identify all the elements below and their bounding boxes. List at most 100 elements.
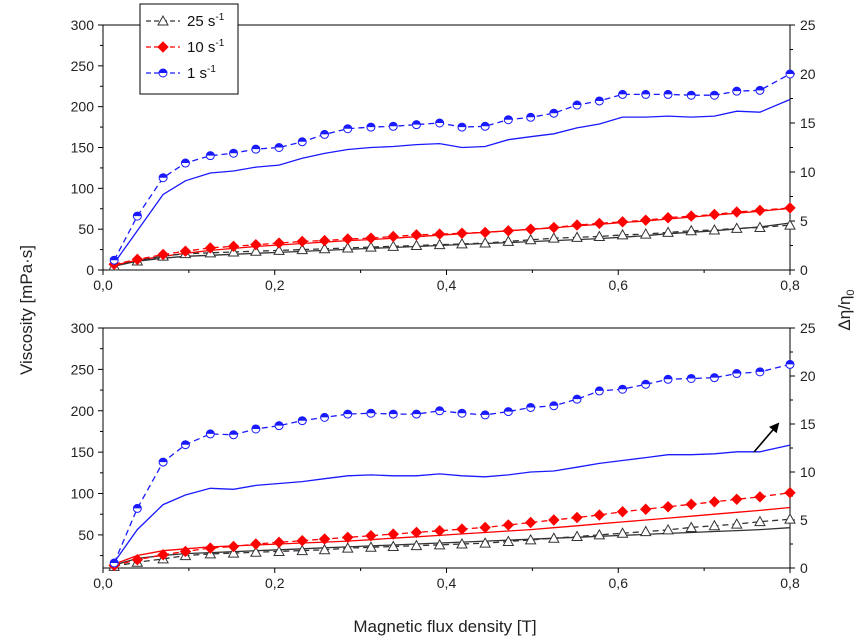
bottom-series-2-point <box>251 424 261 434</box>
bottom-series-2-point-fill <box>573 395 582 400</box>
bottom-series-1-point <box>784 486 796 499</box>
bottom-series-1-point <box>131 554 144 566</box>
bottom-series-2-point <box>732 369 742 379</box>
top-series-1-point-shape <box>296 235 308 248</box>
top-series-1-point-shape <box>387 230 399 243</box>
bottom-series-2-point-fill <box>641 380 650 385</box>
bottom-series-1-point-shape <box>571 511 583 524</box>
bottom-series-0-point <box>639 525 652 537</box>
top-series-2-point <box>663 89 673 99</box>
bottom-series-2-point-fill <box>133 504 142 509</box>
top-series-1-point <box>593 217 606 230</box>
bottom-series-2-point <box>180 440 190 450</box>
top-series-1-point-shape <box>731 206 743 218</box>
bottom-series-2-point <box>297 416 307 426</box>
bottom-series-2-point-fill <box>298 416 307 421</box>
bottom-series-2-point-fill <box>229 430 238 435</box>
top-series-0-point-shape <box>318 242 331 254</box>
bottom-series-1-point-shape <box>708 496 721 508</box>
top-series-2-point <box>618 89 628 99</box>
top-series-1-point <box>548 221 560 234</box>
bottom-series-2-point <box>503 407 513 417</box>
bottom-series-2-point <box>366 408 376 418</box>
top-series-0-point-shape <box>571 231 583 242</box>
top-series-1-point-shape <box>410 229 423 241</box>
bottom-series-1-point <box>342 531 354 544</box>
top-series-2-point <box>297 137 307 147</box>
legend-label-base: 1 s <box>187 65 207 82</box>
top-series-1-point <box>365 232 377 244</box>
bottom-series-1-point-shape <box>754 491 766 503</box>
legend-label-sup: -1 <box>207 64 216 75</box>
bottom-series-1-point-shape <box>548 514 560 526</box>
bottom-series-2-point <box>709 373 719 383</box>
bottom-y-tick-label: 150 <box>71 444 95 460</box>
top-series-2-point-fill <box>687 91 696 96</box>
top-series-0-point <box>341 241 354 253</box>
top-series-1-point <box>227 240 240 253</box>
bottom-x-tick-label: 0,0 <box>93 575 113 591</box>
x-axis-title: Magnetic flux density [T] <box>353 617 536 636</box>
top-series-1-point <box>456 227 468 239</box>
top-series-2-point <box>526 112 536 122</box>
bottom-series-1-point-shape <box>365 530 377 542</box>
top-series-2-point <box>709 90 719 100</box>
top-series-2-point-fill <box>755 86 764 91</box>
top-series-0-point-shape <box>616 228 629 240</box>
top-series-0-point <box>387 240 400 251</box>
bottom-series-1-point <box>524 516 537 529</box>
bottom-plot-frame <box>102 327 791 569</box>
bottom-series-2-point-fill <box>687 374 696 379</box>
top-y2-tick-label: 5 <box>800 213 808 229</box>
legend-label-base: 10 s <box>187 39 215 56</box>
top-series-0-point-shape <box>784 219 796 230</box>
bottom-series-1-point <box>204 542 217 554</box>
top-series-1-point <box>273 237 285 249</box>
top-series-2-point-fill <box>435 119 444 123</box>
bottom-series-0-point-shape <box>318 543 331 555</box>
bottom-series-2-point-fill <box>275 421 284 426</box>
bottom-series-1-point-shape <box>524 516 537 529</box>
bottom-series-2-point-fill <box>343 410 352 415</box>
top-series-0-point-shape <box>502 235 515 246</box>
bottom-series-1-point <box>731 493 743 506</box>
top-series-1-point <box>387 230 399 243</box>
bottom-series-2-point-fill <box>618 385 627 390</box>
bottom-series-0-point-shape <box>456 537 468 549</box>
bottom-series-0-point <box>593 528 606 540</box>
bottom-series-0-point <box>784 513 796 524</box>
top-y2-tick-label: 20 <box>800 66 816 82</box>
bottom-series-0-point-shape <box>410 539 423 551</box>
legend-marker <box>158 68 168 78</box>
top-series-1-point-shape <box>131 253 144 266</box>
bottom-y-tick-label: 300 <box>71 320 95 336</box>
legend-label-base: 25 s <box>187 13 215 30</box>
top-series-1-point <box>157 248 169 261</box>
top-y-tick-label: 250 <box>71 58 95 74</box>
bottom-series-0-point-shape <box>708 519 721 531</box>
bottom-series-1-point-shape <box>296 534 308 547</box>
top-series-0-point <box>708 223 721 235</box>
top-series-1-point <box>179 245 192 257</box>
top-series-0-point-shape <box>685 224 698 236</box>
top-series-1-point-shape <box>662 212 674 224</box>
y2-axis-title-sub: 0 <box>845 289 857 295</box>
top-series-2-point-fill <box>573 101 582 106</box>
top-series-1-point <box>784 202 796 214</box>
top-series-0-point <box>685 224 698 236</box>
bottom-x-tick-label: 0,6 <box>609 575 629 591</box>
top-series-2-point-fill <box>320 130 329 135</box>
bottom-panel: 0,0 0,2 0,4 0,6 0,8 50 100 150 200 250 300 0 5 10 15 20… <box>71 320 816 591</box>
top-series-1-point-shape <box>754 204 766 217</box>
y-axis-title: Viscosity [mPa·s] <box>17 245 36 375</box>
top-series-2-point <box>388 121 398 131</box>
top-series-0-point <box>296 243 309 255</box>
top-series-0-point-shape <box>296 243 309 255</box>
bottom-series-1-point-shape <box>433 525 446 537</box>
bottom-series-2-point-fill <box>412 410 421 415</box>
bottom-y-tick-label: 100 <box>71 486 95 502</box>
bottom-series-2-point-fill <box>389 410 398 415</box>
trend-arrow <box>753 422 780 453</box>
top-series-1-point-shape <box>784 202 796 214</box>
bottom-series-2-point <box>686 373 696 383</box>
